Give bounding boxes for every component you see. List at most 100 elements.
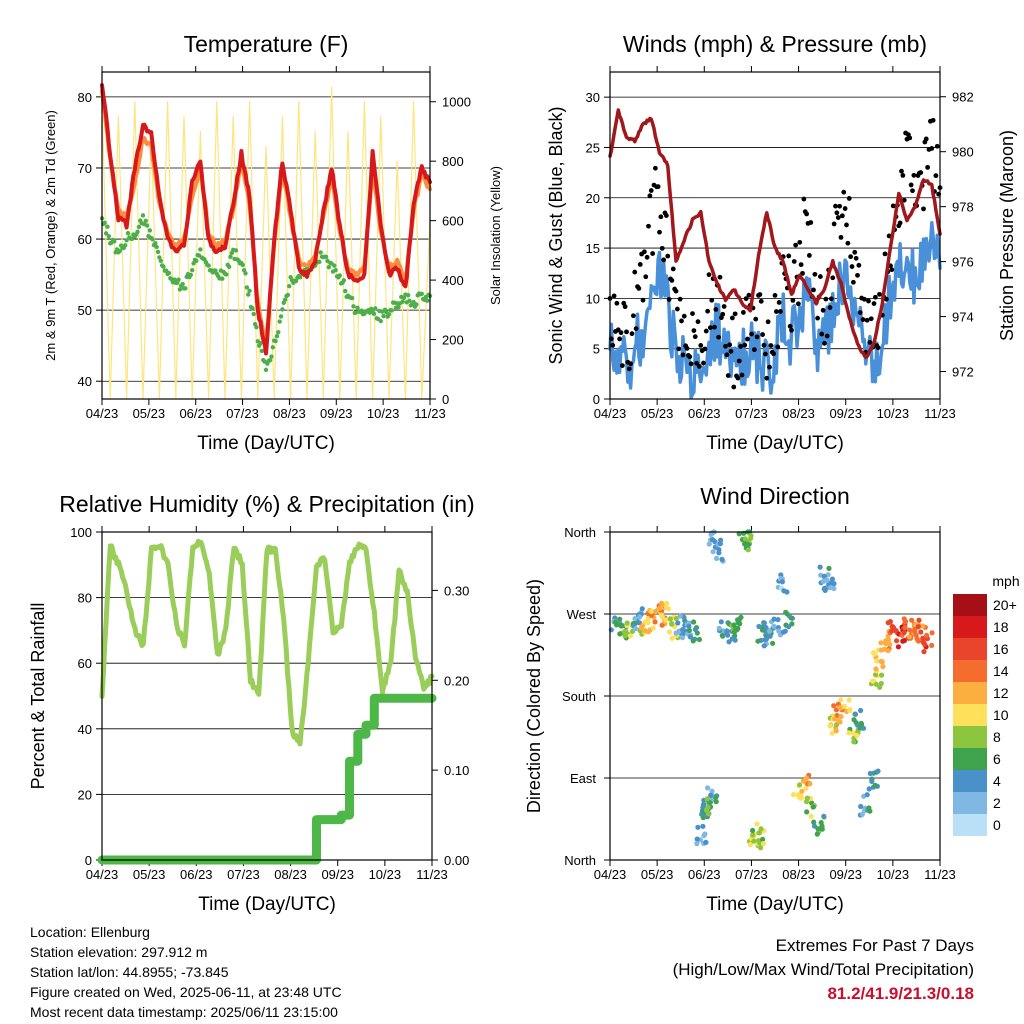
gust-point	[691, 328, 697, 333]
direction-point	[767, 633, 773, 639]
direction-point	[710, 549, 716, 555]
gust-point	[695, 319, 701, 325]
gust-point	[648, 188, 654, 193]
gust-point	[789, 327, 794, 333]
direction-point	[811, 819, 817, 825]
gust-point	[900, 172, 906, 178]
direction-point	[822, 585, 828, 591]
direction-point	[679, 635, 686, 641]
station-info: Location: Ellenburg Station elevation: 2…	[30, 922, 342, 1022]
gust-point	[680, 352, 686, 358]
colorbar-label: mph	[992, 573, 1019, 589]
direction-point	[760, 836, 766, 843]
dewpoint-point	[143, 218, 148, 223]
gust-point	[709, 297, 715, 303]
direction-point	[826, 565, 832, 572]
direction-point	[778, 572, 784, 578]
direction-point	[870, 678, 876, 684]
direction-point	[832, 716, 838, 722]
dewpoint-point	[183, 286, 188, 291]
y-tick-label: 30	[586, 90, 600, 105]
gust-point	[833, 203, 838, 209]
dewpoint-point	[401, 295, 407, 301]
x-tick-label: 05/23	[641, 867, 674, 882]
gust-point	[720, 311, 726, 317]
direction-point	[669, 621, 675, 627]
x-axis-label: Time (Day/UTC)	[706, 433, 844, 454]
x-tick-label: 10/23	[369, 867, 402, 882]
gust-point	[907, 135, 913, 141]
gust-point	[650, 251, 656, 256]
gust-point	[658, 214, 664, 220]
gust-point	[768, 343, 774, 348]
direction-point	[920, 635, 926, 641]
colorbar-swatch	[953, 638, 987, 660]
dewpoint-point	[414, 302, 419, 307]
x-tick-label: 09/23	[320, 406, 353, 421]
direction-point	[708, 792, 714, 799]
gust-point	[666, 297, 672, 302]
dewpoint-point	[105, 224, 110, 229]
direction-point	[612, 619, 619, 626]
direction-point	[618, 623, 624, 629]
direction-point	[810, 804, 816, 810]
gust-point	[899, 168, 904, 174]
direction-point	[784, 611, 790, 617]
direction-point	[804, 775, 810, 781]
dewpoint-point	[166, 270, 172, 276]
direction-point	[713, 794, 719, 801]
gust-point	[791, 259, 797, 264]
gust-point	[850, 279, 856, 285]
gust-point	[637, 262, 643, 267]
x-tick-label: 05/23	[641, 406, 674, 421]
dewpoint-point	[150, 237, 155, 242]
colorbar-tick-label: 8	[993, 729, 1001, 745]
direction-point	[847, 708, 853, 714]
x-tick-label: 08/23	[782, 406, 815, 421]
direction-point	[872, 672, 879, 678]
gust-point	[861, 296, 867, 302]
dewpoint-point	[224, 272, 229, 277]
direction-point	[864, 792, 870, 798]
gust-point	[618, 330, 624, 336]
colorbar-swatch	[953, 792, 987, 814]
dewpoint-point	[267, 357, 273, 363]
x-tick-label: 07/23	[226, 406, 259, 421]
x-tick-label: 10/23	[877, 867, 910, 882]
y-tick-label: 0	[85, 853, 92, 868]
gust-point	[728, 348, 734, 354]
gust-point	[679, 318, 684, 324]
gust-point	[617, 336, 623, 342]
gust-point	[877, 291, 882, 297]
direction-point	[829, 730, 835, 736]
dewpoint-point	[198, 247, 203, 252]
gust-point	[764, 375, 770, 381]
station-location: Location: Ellenburg	[30, 924, 150, 940]
direction-point	[924, 632, 930, 638]
direction-point	[889, 628, 895, 634]
y-tick-label: 60	[78, 232, 92, 247]
y2-tick-label: 0.20	[444, 673, 469, 688]
colorbar-swatch	[953, 682, 987, 704]
direction-point	[754, 821, 760, 827]
direction-point	[867, 770, 873, 777]
direction-point	[775, 617, 781, 623]
gust-point	[636, 286, 642, 291]
direction-point	[680, 627, 686, 633]
direction-point	[817, 564, 823, 570]
direction-point	[878, 647, 885, 653]
gust-point	[930, 117, 936, 123]
direction-point	[622, 628, 629, 634]
gust-point	[749, 331, 755, 337]
gust-point	[823, 296, 829, 302]
dewpoint-point	[177, 287, 183, 292]
direction-point	[648, 608, 655, 615]
dewpoint-point	[240, 262, 245, 268]
direction-point	[686, 623, 692, 630]
gust-point	[716, 334, 722, 340]
dewpoint-point	[258, 341, 263, 346]
gust-point	[849, 264, 855, 269]
direction-point	[687, 634, 693, 640]
direction-point	[716, 625, 722, 631]
direction-point	[827, 723, 833, 729]
